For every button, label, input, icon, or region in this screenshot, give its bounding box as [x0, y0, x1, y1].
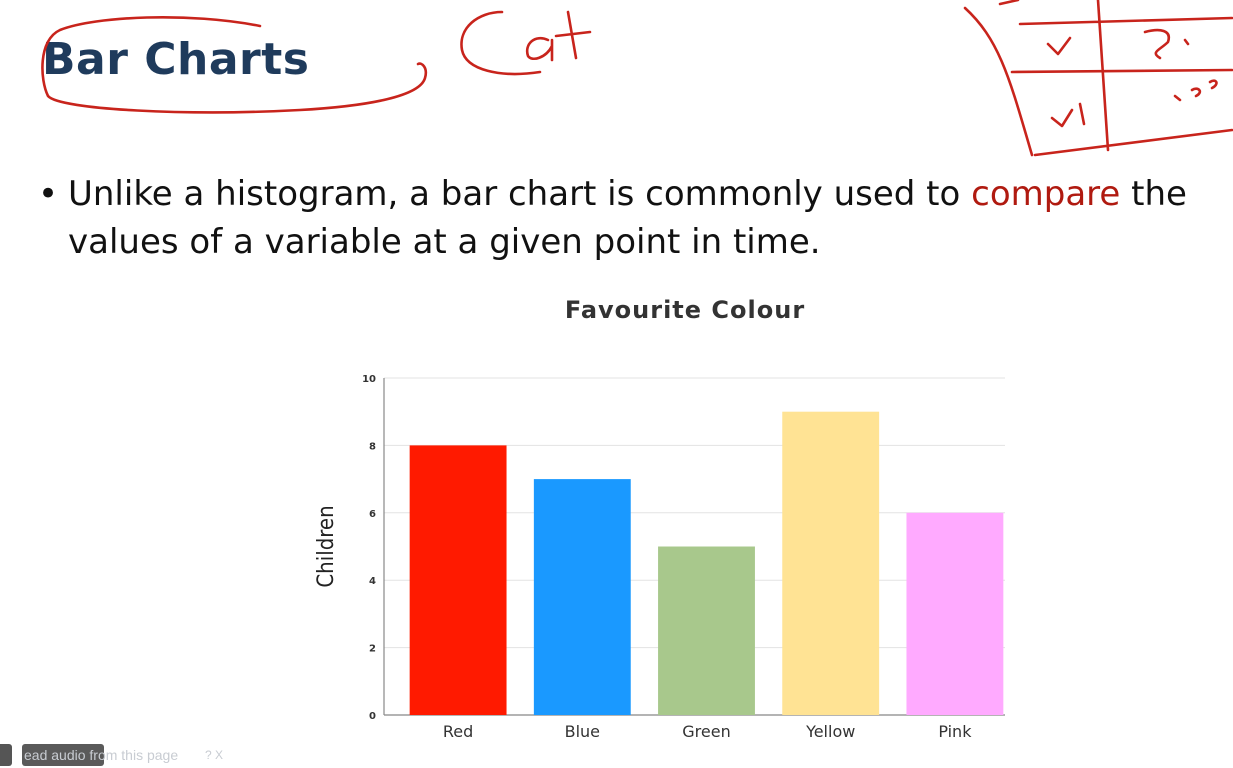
- bar-pink: [906, 512, 1004, 715]
- ink-table-sketch: [963, 0, 1233, 157]
- bar-blue: [533, 479, 631, 715]
- slide-title: Bar Charts: [42, 34, 310, 85]
- help-close-icons[interactable]: ? X: [205, 748, 224, 762]
- bar-red: [409, 445, 507, 715]
- bullet-point: • Unlike a histogram, a bar chart is com…: [38, 170, 1228, 266]
- bullet-text-after: the values of a variable at a given poin…: [68, 174, 1187, 262]
- read-audio-label: ead audio from this page: [24, 747, 179, 763]
- read-audio-button[interactable]: [22, 744, 104, 766]
- x-tick-label: Yellow: [805, 722, 855, 741]
- x-tick-label: Blue: [565, 722, 600, 741]
- x-tick-label: Green: [682, 722, 730, 741]
- ink-word-cat: [460, 10, 592, 76]
- audio-play-button[interactable]: [0, 744, 12, 766]
- y-tick-label: 8: [369, 441, 376, 452]
- read-audio-toolbar: ead audio from this page ? X: [0, 742, 260, 768]
- y-axis-label: Children: [314, 505, 339, 587]
- y-tick-label: 2: [369, 644, 376, 655]
- y-tick-label: 0: [369, 711, 376, 722]
- ink-table-marks: [1046, 28, 1218, 128]
- bar-chart: 0 2 4 6 8 10 Red Blue Green Yellow Pink Children: [314, 374, 1005, 741]
- bar-yellow: [782, 411, 880, 715]
- bullet-text-before: Unlike a histogram, a bar chart is commo…: [68, 174, 972, 214]
- bar-green: [658, 546, 755, 715]
- bullet-highlight-compare: compare: [971, 174, 1121, 214]
- y-tick-label: 4: [369, 576, 376, 587]
- y-tick-label: 10: [362, 374, 376, 385]
- x-tick-label: Red: [443, 722, 473, 741]
- chart-title: Favourite Colour: [564, 296, 806, 324]
- y-tick-label: 6: [369, 509, 376, 520]
- bullet-symbol: •: [38, 174, 59, 214]
- bullet-text: Unlike a histogram, a bar chart is commo…: [68, 170, 1228, 266]
- x-tick-label: Pink: [938, 722, 972, 741]
